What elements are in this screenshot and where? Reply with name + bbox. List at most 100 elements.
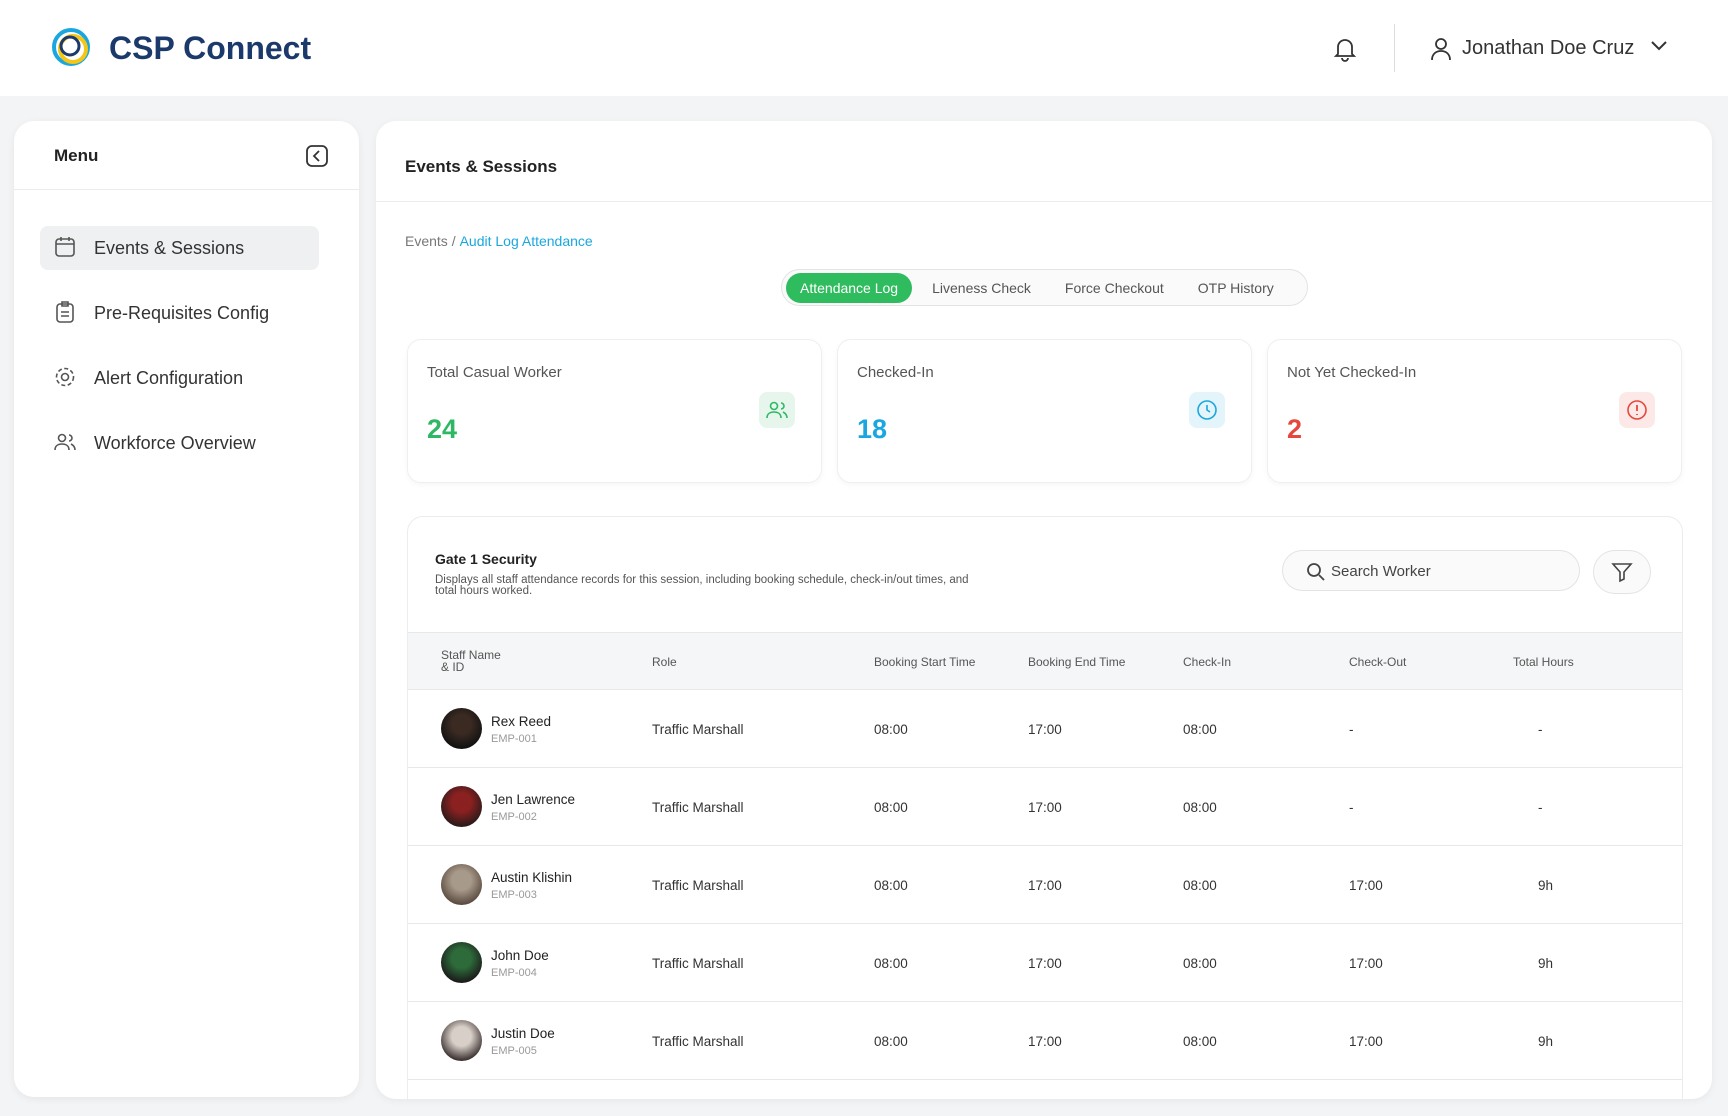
column-header: Check-Out xyxy=(1349,655,1407,669)
stat-icon xyxy=(759,392,795,428)
cell-end: 17:00 xyxy=(1028,878,1062,893)
search-icon xyxy=(1307,563,1325,581)
staff-name: Austin Klishin xyxy=(491,870,573,885)
brand: CSP Connect xyxy=(109,30,312,66)
menu-title: Menu xyxy=(54,146,99,165)
staff-id: EMP-004 xyxy=(491,967,537,979)
column-header: Check-In xyxy=(1183,655,1232,669)
cell-total: 9h xyxy=(1538,956,1554,971)
breadcrumb-item[interactable]: Events / xyxy=(405,233,456,249)
stat-value: 2 xyxy=(1287,414,1303,444)
cell-total: - xyxy=(1538,722,1543,737)
stat-label: Total Casual Worker xyxy=(427,364,562,381)
main-panel: Events & Sessions Events / Audit Log Atte… xyxy=(376,121,1712,1099)
divider xyxy=(14,189,359,190)
stat-icon xyxy=(1619,392,1655,428)
cell-role: Traffic Marshall xyxy=(652,956,744,971)
cell-check-out: - xyxy=(1349,800,1354,815)
people-icon xyxy=(54,433,76,451)
divider xyxy=(376,201,1712,202)
sidebar: Menu Events & Sessions Pre-Requisites Co… xyxy=(14,121,359,1097)
cell-start: 08:00 xyxy=(874,800,908,815)
menu-item[interactable]: Alert Configuration xyxy=(94,368,244,388)
cell-total: 9h xyxy=(1538,1034,1554,1049)
cell-check-out: - xyxy=(1349,722,1354,737)
stat-value: 18 xyxy=(857,414,888,444)
stat-value: 24 xyxy=(427,414,458,444)
menu-item[interactable]: Events & Sessions xyxy=(40,226,319,270)
column-header: Role xyxy=(652,655,677,669)
cell-start: 08:00 xyxy=(874,956,908,971)
filter-button[interactable] xyxy=(1593,550,1651,594)
stat-card: Checked-In 18 xyxy=(837,339,1252,483)
user-dropdown[interactable] xyxy=(1650,40,1668,52)
cell-start: 08:00 xyxy=(874,1034,908,1049)
cell-check-out: 17:00 xyxy=(1349,878,1383,893)
calendar-icon xyxy=(55,237,75,257)
breadcrumb: Events / Audit Log Attendance xyxy=(405,233,593,249)
notifications[interactable] xyxy=(1333,36,1357,62)
column-header: Booking Start Time xyxy=(874,655,976,669)
tab[interactable]: OTP History xyxy=(1197,279,1274,296)
logo xyxy=(52,28,90,66)
cell-end: 17:00 xyxy=(1028,722,1062,737)
cell-check-in: 08:00 xyxy=(1183,878,1217,893)
top-bar: CSP Connect Jonathan Doe Cruz xyxy=(0,0,1728,96)
column-header: Staff Name & ID xyxy=(441,648,501,674)
menu-item[interactable]: Pre-Requisites Config xyxy=(94,303,270,323)
column-header: Total Hours xyxy=(1513,655,1574,669)
staff-name: Justin Doe xyxy=(491,1026,555,1041)
cell-role: Traffic Marshall xyxy=(652,878,744,893)
page-title: Events & Sessions xyxy=(405,157,558,176)
table-description: Displays all staff attendance records fo… xyxy=(435,574,969,597)
cell-check-in: 08:00 xyxy=(1183,722,1217,737)
table-header: Staff Name & ID Role Booking Start Time Boo… xyxy=(408,632,1682,690)
user-name[interactable]: Jonathan Doe Cruz xyxy=(1462,37,1635,59)
staff-id: EMP-001 xyxy=(491,733,537,745)
cell-start: 08:00 xyxy=(874,722,908,737)
avatar xyxy=(441,1020,482,1061)
collapse-button[interactable] xyxy=(305,144,329,168)
cell-role: Traffic Marshall xyxy=(652,800,744,815)
divider xyxy=(1394,24,1395,72)
table-row: Justin Doe EMP-005 Traffic Marshall 08:00 17… xyxy=(408,1002,1682,1080)
staff-id: EMP-002 xyxy=(491,811,537,823)
cell-end: 17:00 xyxy=(1028,956,1062,971)
cell-end: 17:00 xyxy=(1028,800,1062,815)
cell-role: Traffic Marshall xyxy=(652,1034,744,1049)
table-row: Jen Lawrence EMP-002 Traffic Marshall 08:00… xyxy=(408,768,1682,846)
menu-item[interactable]: Workforce Overview xyxy=(94,433,256,453)
staff-name: John Doe xyxy=(491,948,549,963)
cell-role: Traffic Marshall xyxy=(652,722,744,737)
tab[interactable]: Force Checkout xyxy=(1064,279,1164,296)
staff-id: EMP-005 xyxy=(491,1045,537,1057)
table-row: John Doe EMP-004 Traffic Marshall 08:00 17:0… xyxy=(408,924,1682,1002)
filter-icon xyxy=(1611,563,1633,583)
cell-end: 17:00 xyxy=(1028,1034,1062,1049)
cell-total: 9h xyxy=(1538,878,1554,893)
avatar xyxy=(441,786,482,827)
tab[interactable]: Liveness Check xyxy=(932,279,1031,296)
stat-card: Total Casual Worker 24 xyxy=(407,339,822,483)
cell-start: 08:00 xyxy=(874,878,908,893)
column-header: Booking End Time xyxy=(1028,655,1126,669)
stat-label: Not Yet Checked-In xyxy=(1287,364,1417,381)
avatar xyxy=(441,942,482,983)
tab-bar: Attendance Log Liveness Check Force Checko… xyxy=(781,269,1308,306)
cell-check-in: 08:00 xyxy=(1183,1034,1217,1049)
stat-icon xyxy=(1189,392,1225,428)
cell-check-out: 17:00 xyxy=(1349,1034,1383,1049)
avatar xyxy=(441,864,482,905)
cell-total: - xyxy=(1538,800,1543,815)
table-row: Rex Reed EMP-001 Traffic Marshall 08:00 17:0… xyxy=(408,690,1682,768)
table-row: Austin Klishin EMP-003 Traffic Marshall 08:… xyxy=(408,846,1682,924)
staff-name: Rex Reed xyxy=(491,714,552,729)
stat-label: Checked-In xyxy=(857,364,934,381)
stat-card: Not Yet Checked-In 2 xyxy=(1267,339,1682,483)
cell-check-in: 08:00 xyxy=(1183,956,1217,971)
search-input[interactable]: Search Worker xyxy=(1282,550,1580,591)
staff-name: Jen Lawrence xyxy=(491,792,576,807)
tab[interactable]: Attendance Log xyxy=(786,272,913,303)
breadcrumb-current: Audit Log Attendance xyxy=(459,233,593,249)
